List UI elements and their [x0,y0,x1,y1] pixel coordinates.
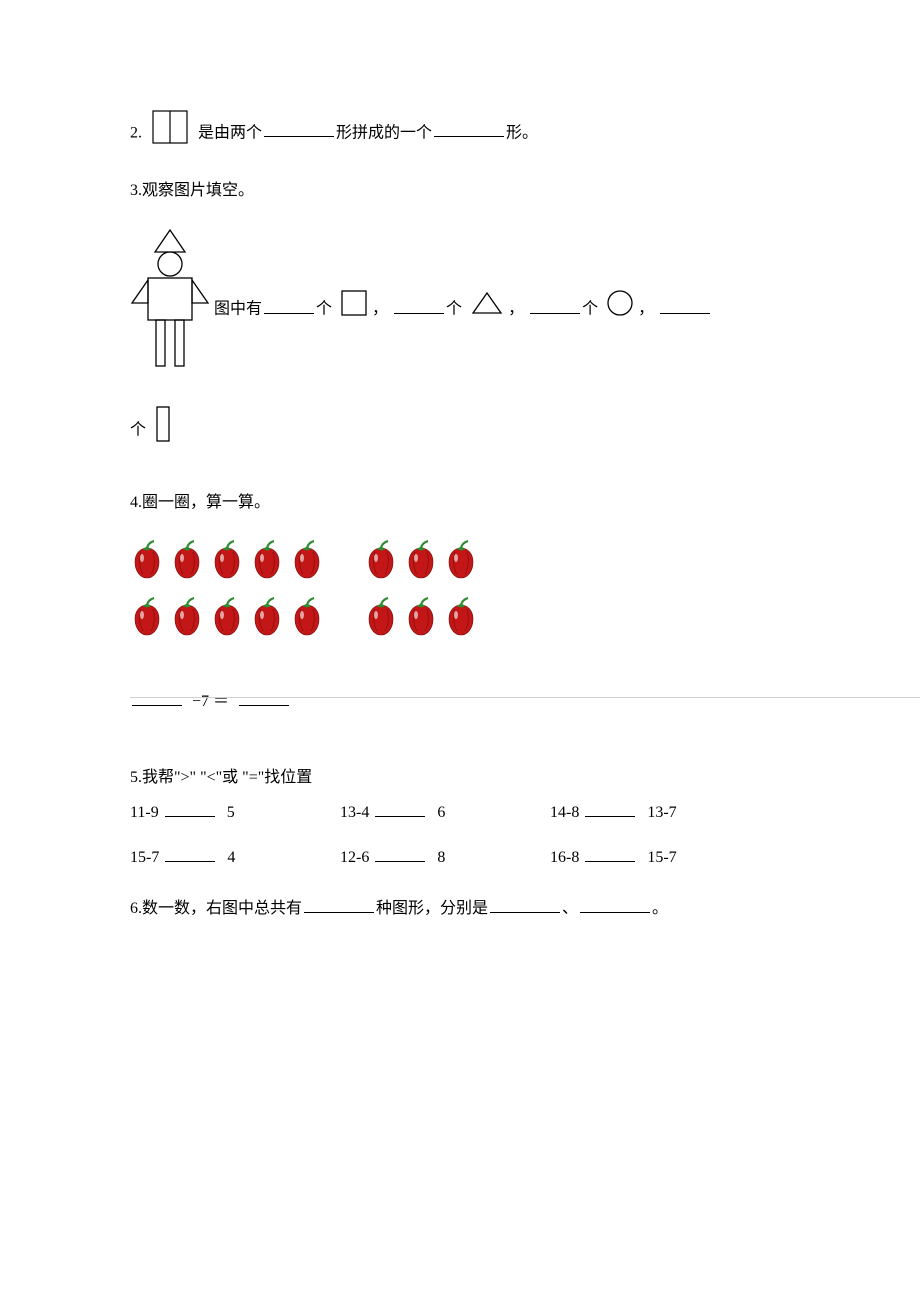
pepper-diagram [130,540,790,654]
compare-row: 15-7 4 12-6 8 16-8 15-7 [130,840,790,875]
pepper-icon [404,597,438,650]
blank[interactable] [304,896,374,913]
expr-right: 8 [437,849,445,866]
blank[interactable] [132,689,182,706]
blank[interactable] [394,297,444,314]
compare-cell: 15-7 4 [130,840,340,875]
pepper-icon [444,540,478,593]
compare-row: 11-9 5 13-4 6 14-8 13-7 [130,795,790,830]
comma: ， [508,301,524,318]
pepper-icon [364,597,398,650]
q3-unit: 个 [446,301,462,318]
expr-right: 15-7 [647,849,676,866]
question-2: 2. 是由两个 形拼成的一个 形。 [130,110,790,157]
q6-t3: 、 [562,900,578,917]
q5-number: 5. [130,769,142,786]
expr-right: 13-7 [647,804,676,821]
question-5: 5.我帮">" "<"或 "="找位置 11-9 5 13-4 6 14-8 1… [130,760,790,876]
expr-left: 16-8 [550,849,579,866]
pepper-icon [210,540,244,593]
q6-t4: 。 [652,900,668,917]
q6-t2: 种图形，分别是 [376,900,488,917]
pepper-icon [130,540,164,593]
compare-cell: 16-8 15-7 [550,840,760,875]
expr-left: 13-4 [340,804,369,821]
compare-cell: 12-6 8 [340,840,550,875]
q6-number: 6. [130,900,142,917]
question-6: 6.数一数，右图中总共有 种图形，分别是 、 。 [130,891,790,926]
compare-cell: 11-9 5 [130,795,340,830]
divider-line [130,697,920,698]
expr-left: 15-7 [130,849,159,866]
compare-cell: 14-8 13-7 [550,795,760,830]
two-square-icon [152,110,188,157]
pepper-group-left [130,540,324,654]
q2-number: 2. [130,124,142,141]
q6-t1: 数一数，右图中总共有 [142,900,302,917]
q3-unit: 个 [582,301,598,318]
expr-right: 5 [227,804,235,821]
q4-number: 4. [130,494,142,511]
q5-title: 我帮">" "<"或 "="找位置 [142,769,312,786]
q3-title: 观察图片填空。 [142,182,254,199]
expr-left: 14-8 [550,804,579,821]
square-icon [340,289,368,330]
expr-left: 11-9 [130,804,159,821]
compare-cell: 13-4 6 [340,795,550,830]
blank[interactable] [165,800,215,817]
blank[interactable] [239,689,289,706]
rectangle-icon [156,406,170,455]
pepper-icon [404,540,438,593]
pepper-icon [364,540,398,593]
pepper-icon [290,597,324,650]
q3-number: 3. [130,182,142,199]
person-shapes-icon [130,228,210,391]
pepper-icon [130,597,164,650]
blank[interactable] [530,297,580,314]
blank[interactable] [264,120,334,137]
blank[interactable] [375,800,425,817]
blank[interactable] [375,845,425,862]
comma: ， [638,301,654,318]
pepper-icon [250,597,284,650]
q4-title: 圈一圈，算一算。 [142,494,270,511]
blank[interactable] [585,800,635,817]
blank[interactable] [434,120,504,137]
triangle-icon [470,290,504,329]
blank[interactable] [264,297,314,314]
blank[interactable] [660,297,710,314]
q3-unit: 个 [130,421,146,438]
pepper-icon [170,540,204,593]
pepper-icon [444,597,478,650]
question-4: 4.圈一圈，算一算。 [130,485,790,720]
pepper-icon [170,597,204,650]
q3-unit: 个 [316,301,332,318]
expr-right: 4 [227,849,235,866]
q3-t1: 图中有 [214,301,262,318]
expr-left: 12-6 [340,849,369,866]
pepper-icon [250,540,284,593]
comma: ， [372,301,388,318]
blank[interactable] [490,896,560,913]
pepper-group-right [364,540,478,654]
pepper-icon [210,597,244,650]
blank[interactable] [585,845,635,862]
blank[interactable] [165,845,215,862]
circle-icon [606,289,634,330]
question-3: 3.观察图片填空。 图 [130,173,790,455]
blank[interactable] [580,896,650,913]
expr-right: 6 [437,804,445,821]
q2-text-2: 形拼成的一个 [336,124,432,141]
q2-text-1: 是由两个 [198,124,262,141]
q2-text-3: 形。 [506,124,538,141]
pepper-icon [290,540,324,593]
